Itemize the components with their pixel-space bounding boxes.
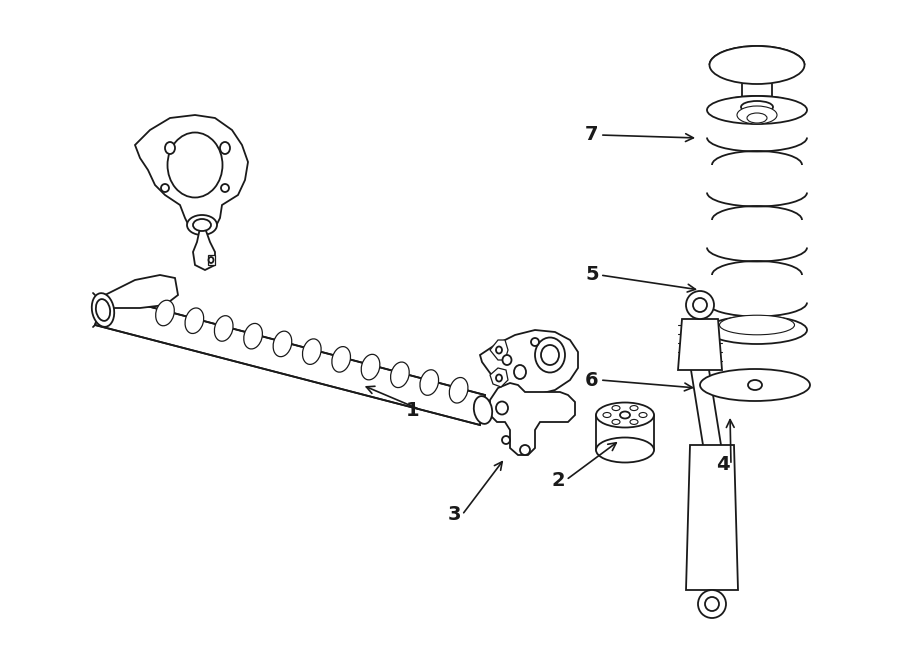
Ellipse shape — [92, 293, 114, 327]
Polygon shape — [193, 228, 215, 270]
Ellipse shape — [709, 46, 805, 84]
Ellipse shape — [165, 142, 175, 154]
Ellipse shape — [214, 316, 233, 341]
Text: 1: 1 — [406, 401, 419, 420]
Text: 3: 3 — [447, 506, 461, 524]
Ellipse shape — [612, 420, 620, 424]
Ellipse shape — [514, 365, 526, 379]
Ellipse shape — [161, 184, 169, 192]
Text: 5: 5 — [585, 266, 598, 284]
Ellipse shape — [420, 369, 438, 395]
Text: 7: 7 — [585, 126, 598, 145]
Ellipse shape — [187, 215, 217, 235]
Ellipse shape — [220, 142, 230, 154]
Ellipse shape — [741, 101, 773, 113]
Ellipse shape — [332, 346, 350, 372]
Ellipse shape — [705, 597, 719, 611]
Ellipse shape — [193, 219, 211, 231]
Polygon shape — [490, 383, 575, 455]
Ellipse shape — [630, 420, 638, 424]
Ellipse shape — [221, 184, 229, 192]
Ellipse shape — [535, 338, 565, 373]
Text: 4: 4 — [716, 455, 730, 475]
Polygon shape — [686, 445, 738, 590]
Polygon shape — [208, 255, 215, 265]
Ellipse shape — [603, 412, 611, 418]
Ellipse shape — [502, 355, 511, 365]
Text: 6: 6 — [585, 371, 598, 389]
Ellipse shape — [531, 338, 539, 346]
Ellipse shape — [520, 445, 530, 455]
Ellipse shape — [707, 96, 807, 124]
Ellipse shape — [244, 323, 263, 349]
Ellipse shape — [639, 412, 647, 418]
Polygon shape — [480, 330, 578, 395]
Ellipse shape — [698, 590, 726, 618]
Polygon shape — [105, 275, 178, 310]
Ellipse shape — [391, 362, 410, 387]
Text: 2: 2 — [551, 471, 565, 490]
Ellipse shape — [156, 300, 175, 326]
Ellipse shape — [167, 132, 222, 198]
Ellipse shape — [541, 345, 559, 365]
Ellipse shape — [473, 396, 492, 424]
Ellipse shape — [502, 436, 510, 444]
Ellipse shape — [686, 291, 714, 319]
Ellipse shape — [302, 339, 321, 364]
Polygon shape — [490, 340, 508, 360]
Ellipse shape — [496, 401, 508, 414]
Ellipse shape — [596, 438, 654, 463]
Ellipse shape — [449, 377, 468, 403]
Ellipse shape — [612, 406, 620, 410]
Ellipse shape — [596, 403, 654, 428]
Ellipse shape — [719, 315, 795, 335]
Ellipse shape — [748, 380, 762, 390]
Ellipse shape — [700, 369, 810, 401]
Polygon shape — [135, 115, 248, 232]
Ellipse shape — [361, 354, 380, 380]
Ellipse shape — [273, 331, 292, 357]
Polygon shape — [95, 295, 485, 425]
Polygon shape — [490, 368, 508, 387]
Ellipse shape — [620, 412, 630, 418]
Ellipse shape — [185, 308, 203, 334]
Ellipse shape — [693, 298, 707, 312]
Polygon shape — [678, 319, 722, 370]
Ellipse shape — [747, 113, 767, 123]
Ellipse shape — [707, 316, 807, 344]
Ellipse shape — [630, 406, 638, 410]
Ellipse shape — [95, 299, 110, 321]
Ellipse shape — [737, 106, 777, 124]
